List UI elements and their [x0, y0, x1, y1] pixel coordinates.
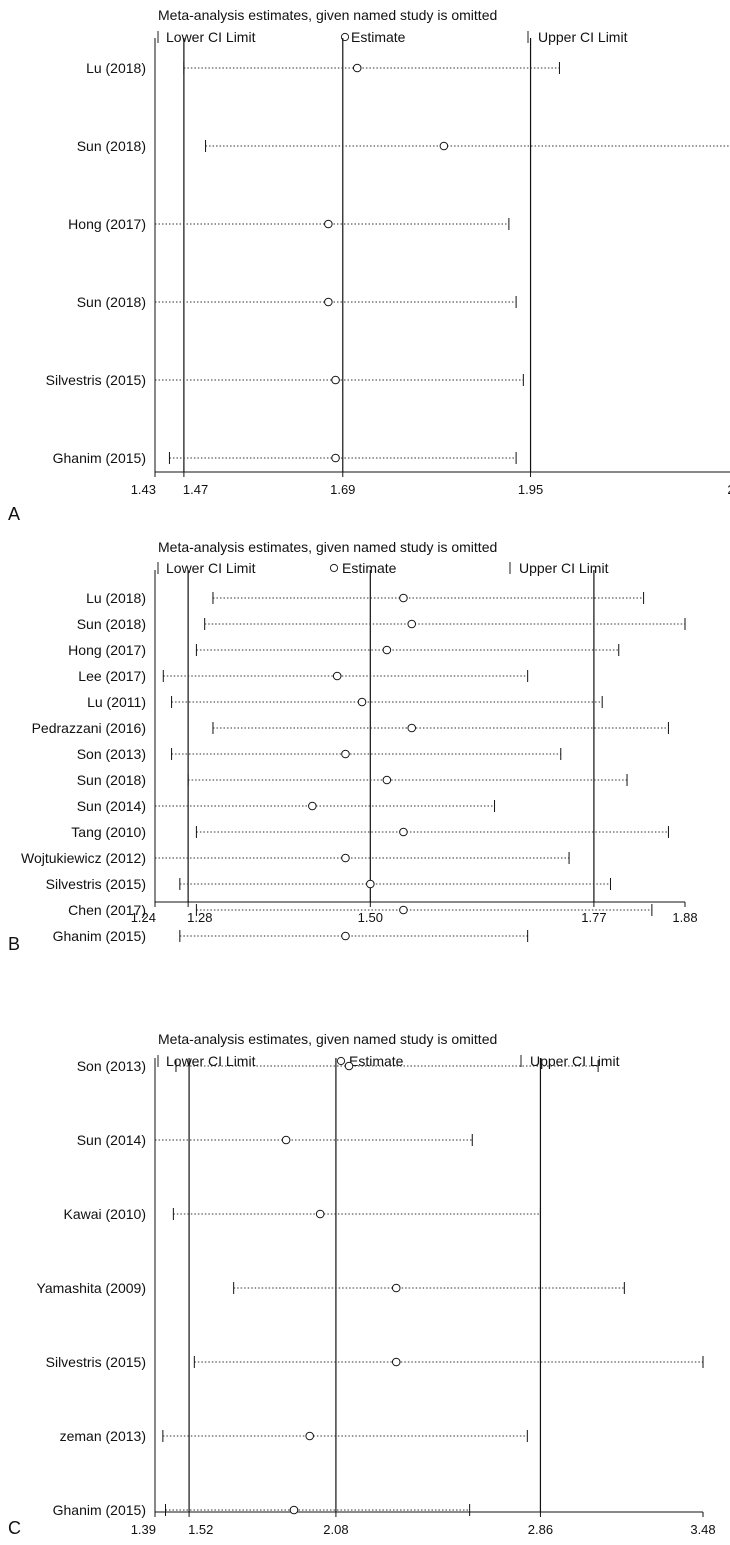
- x-tick-label: 1.43: [131, 482, 156, 497]
- legend-upper-label: Upper CI Limit: [530, 1053, 620, 1069]
- legend-estimate-label: Estimate: [351, 29, 406, 45]
- panel-b: Meta-analysis estimates, given named stu…: [8, 539, 698, 954]
- study-label: Hong (2017): [68, 216, 146, 232]
- study-label: Son (2013): [77, 1058, 146, 1074]
- study-label: Lu (2011): [87, 694, 146, 710]
- x-tick-label: 1.24: [131, 910, 156, 925]
- estimate-point: [308, 801, 317, 811]
- study-label: Sun (2018): [77, 294, 146, 310]
- chart-title: Meta-analysis estimates, given named stu…: [158, 1031, 497, 1047]
- estimate-point: [399, 827, 408, 837]
- study-label: Silvestris (2015): [46, 876, 146, 892]
- estimate-point: [344, 1061, 354, 1071]
- x-tick-label: 1.39: [131, 1522, 156, 1537]
- study-label: Sun (2018): [77, 138, 146, 154]
- estimate-point: [407, 619, 417, 629]
- legend-estimate-marker: [340, 32, 350, 42]
- legend-estimate-marker: [336, 1056, 346, 1066]
- study-label: Wojtukiewicz (2012): [21, 850, 146, 866]
- panel-label: C: [8, 1518, 21, 1538]
- study-label: Chen (2017): [68, 902, 146, 918]
- study-label: Silvestris (2015): [46, 1354, 146, 1370]
- estimate-point: [407, 723, 417, 733]
- estimate-point: [391, 1283, 401, 1293]
- x-tick-label: 1.88: [672, 910, 697, 925]
- study-label: Kawai (2010): [64, 1206, 147, 1222]
- chart-title: Meta-analysis estimates, given named stu…: [158, 539, 497, 555]
- estimate-point: [315, 1209, 325, 1219]
- estimate-point: [341, 749, 350, 759]
- estimate-point: [281, 1135, 291, 1145]
- x-tick-label: 3.48: [690, 1522, 715, 1537]
- estimate-point: [357, 697, 367, 707]
- x-tick-label: 1.50: [358, 910, 383, 925]
- x-tick-label: 1.28: [187, 910, 212, 925]
- study-label: Lu (2018): [86, 590, 146, 606]
- legend-lower-label: Lower CI Limit: [166, 29, 256, 45]
- estimate-point: [331, 453, 340, 463]
- estimate-point: [391, 1357, 401, 1367]
- panel-label: B: [8, 934, 20, 954]
- legend-estimate-marker: [329, 563, 339, 573]
- study-label: Ghanim (2015): [53, 450, 146, 466]
- estimate-point: [399, 593, 408, 603]
- estimate-point: [331, 375, 340, 385]
- study-label: Ghanim (2015): [53, 1502, 146, 1518]
- legend-lower-label: Lower CI Limit: [166, 1053, 256, 1069]
- estimate-point: [352, 63, 362, 73]
- study-label: Sun (2018): [77, 616, 146, 632]
- study-label: Sun (2018): [77, 772, 146, 788]
- estimate-point: [289, 1505, 299, 1515]
- study-label: Tang (2010): [71, 824, 146, 840]
- study-label: Ghanim (2015): [53, 928, 146, 944]
- chart-title: Meta-analysis estimates, given named stu…: [158, 7, 497, 23]
- estimate-point: [366, 879, 375, 889]
- estimate-point: [341, 931, 350, 941]
- study-label: Sun (2014): [77, 798, 146, 814]
- estimate-point: [305, 1431, 314, 1441]
- study-label: Sun (2014): [77, 1132, 146, 1148]
- legend-upper-label: Upper CI Limit: [519, 560, 609, 576]
- study-label: Silvestris (2015): [46, 372, 146, 388]
- legend-upper-label: Upper CI Limit: [538, 29, 628, 45]
- x-tick-label: 1.77: [581, 910, 606, 925]
- x-tick-label: 2.86: [528, 1522, 553, 1537]
- study-label: zeman (2013): [60, 1428, 146, 1444]
- study-label: Son (2013): [77, 746, 146, 762]
- x-tick-label: 1.47: [183, 482, 208, 497]
- study-label: Pedrazzani (2016): [32, 720, 146, 736]
- legend-lower-label: Lower CI Limit: [166, 560, 256, 576]
- x-tick-label: 2.08: [323, 1522, 348, 1537]
- estimate-point: [382, 775, 392, 785]
- estimate-point: [324, 219, 333, 229]
- study-label: Lu (2018): [86, 60, 146, 76]
- estimate-point: [382, 645, 392, 655]
- study-label: Lee (2017): [78, 668, 146, 684]
- estimate-point: [439, 141, 449, 151]
- x-tick-label: 1.52: [188, 1522, 213, 1537]
- estimate-point: [324, 297, 333, 307]
- legend-estimate-label: Estimate: [342, 560, 397, 576]
- estimate-point: [341, 853, 350, 863]
- legend-estimate-label: Estimate: [349, 1053, 404, 1069]
- study-label: Yamashita (2009): [37, 1280, 146, 1296]
- panel-label: A: [8, 504, 20, 524]
- estimate-point: [332, 671, 342, 681]
- x-tick-label: 1.69: [330, 482, 355, 497]
- x-tick-label: 1.95: [518, 482, 543, 497]
- x-tick-label: 2.24: [727, 482, 730, 497]
- panel-a: Meta-analysis estimates, given named stu…: [8, 7, 730, 524]
- estimate-point: [399, 905, 408, 915]
- study-label: Hong (2017): [68, 642, 146, 658]
- panel-c: Meta-analysis estimates, given named stu…: [8, 1031, 716, 1538]
